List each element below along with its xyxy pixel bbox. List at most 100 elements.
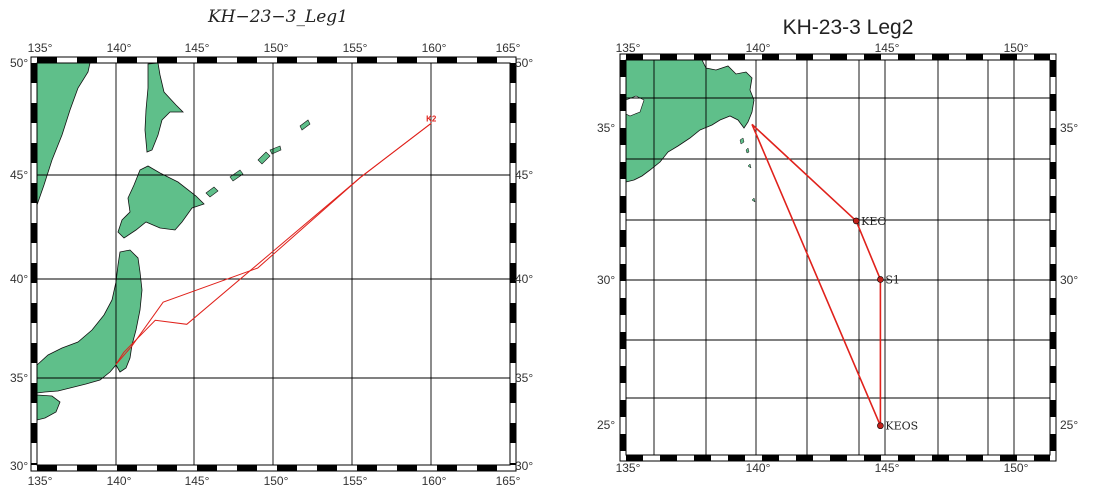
izu-islands [739, 137, 756, 203]
frame-segment [510, 423, 516, 443]
frame-segment [510, 383, 516, 403]
station-label: S1 [885, 273, 900, 286]
tick-label: 145° [875, 41, 900, 55]
kyushu-land [37, 394, 61, 421]
cruise-tracks [115, 122, 432, 365]
tick-label: 165° [496, 41, 521, 55]
tick-label: 35° [1060, 121, 1078, 135]
frame-segment [157, 465, 177, 471]
tick-label: 140° [746, 461, 771, 475]
tick-label: 155° [343, 41, 368, 55]
lon-labels-bottom: 135° 140° 145° 150° 155° 160° 165° [28, 474, 521, 488]
frame-segment [620, 196, 626, 213]
tick-label: 30° [1060, 273, 1078, 287]
frame-segment [37, 465, 57, 471]
frame-segment [510, 463, 516, 465]
tick-label: 140° [746, 41, 771, 55]
frame-segment [626, 455, 643, 461]
station-marker [877, 422, 884, 430]
frame-segment [1050, 264, 1056, 281]
tick-label: 30° [515, 459, 533, 473]
frame-segment [31, 263, 37, 283]
frame-segment [620, 230, 626, 247]
station-label: KEO [861, 215, 886, 228]
frame-segment [510, 343, 516, 363]
frame-segment [117, 57, 137, 63]
map-frame [619, 53, 1057, 462]
tick-label: 145° [185, 41, 210, 55]
frame-segment [1034, 455, 1050, 461]
lon-labels-bottom: 135° 140° 145° 150° [616, 461, 1029, 475]
frame-segment [357, 57, 377, 63]
frame-segment [437, 465, 457, 471]
sakhalin-land [144, 63, 184, 153]
map-title: KH−23−3_Leg1 [207, 7, 348, 27]
frame-segment [932, 455, 949, 461]
frame-segment [397, 57, 417, 63]
frame-segment [197, 465, 217, 471]
frame-segment [510, 103, 516, 123]
frame-segment [796, 455, 813, 461]
tick-label: 135° [28, 474, 53, 488]
frame-segment [620, 128, 626, 145]
frame-segment [1000, 455, 1017, 461]
map-leg2: KH-23-3 Leg2 KEO S1 KEOS [597, 16, 1078, 475]
graticule [37, 63, 510, 465]
stations: KEO S1 KEOS [852, 215, 918, 433]
frame-segment [620, 298, 626, 315]
frame-segment [728, 54, 745, 60]
frame-segment [510, 63, 516, 83]
map-frame [30, 56, 517, 472]
frame-segment [31, 423, 37, 443]
tick-label: 45° [515, 168, 533, 182]
frame-segment [31, 63, 37, 83]
frame-segment [197, 57, 217, 63]
frame-segment [77, 465, 97, 471]
frame-segment [37, 57, 57, 63]
frame-segment [1050, 298, 1056, 315]
frame-segment [626, 54, 643, 60]
frame-segment [620, 332, 626, 349]
frame-segment [1050, 162, 1056, 179]
frame-segment [477, 465, 497, 471]
frame-segment [237, 465, 257, 471]
station-label: K2 [426, 114, 437, 123]
tick-label: 50° [10, 56, 28, 70]
frame-segment [1050, 230, 1056, 247]
stations: K2 [426, 114, 437, 123]
tick-label: 150° [1004, 41, 1029, 55]
kuril-islands [205, 119, 311, 198]
shikoku-patch [626, 95, 645, 117]
tick-label: 145° [875, 461, 900, 475]
frame-segment [1050, 128, 1056, 145]
frame-segment [864, 455, 881, 461]
station-marker [877, 276, 884, 283]
frame-segment [864, 54, 881, 60]
frame-segment [1050, 332, 1056, 349]
frame-segment [762, 54, 779, 60]
frame-segment [620, 434, 626, 451]
tick-label: 150° [264, 41, 289, 55]
frame-segment [830, 54, 847, 60]
frame-segment [966, 455, 983, 461]
station-label: KEOS [885, 420, 918, 433]
russia-land [37, 63, 91, 206]
tick-label: 35° [597, 121, 615, 135]
frame-segment [31, 463, 37, 465]
frame-segment [620, 94, 626, 111]
frame-segment [437, 57, 457, 63]
frame-segment [1050, 366, 1056, 383]
tick-label: 30° [10, 459, 28, 473]
frame-segment [237, 57, 257, 63]
frame-segment [932, 54, 949, 60]
frame-segment [1000, 54, 1017, 60]
track-line [115, 122, 432, 365]
tick-label: 25° [597, 418, 615, 432]
frame-segment [728, 455, 745, 461]
tick-label: 35° [10, 371, 28, 385]
tick-label: 40° [515, 272, 533, 286]
graticule [626, 60, 1050, 455]
frame-segment [620, 264, 626, 281]
frame-segment [694, 54, 711, 60]
